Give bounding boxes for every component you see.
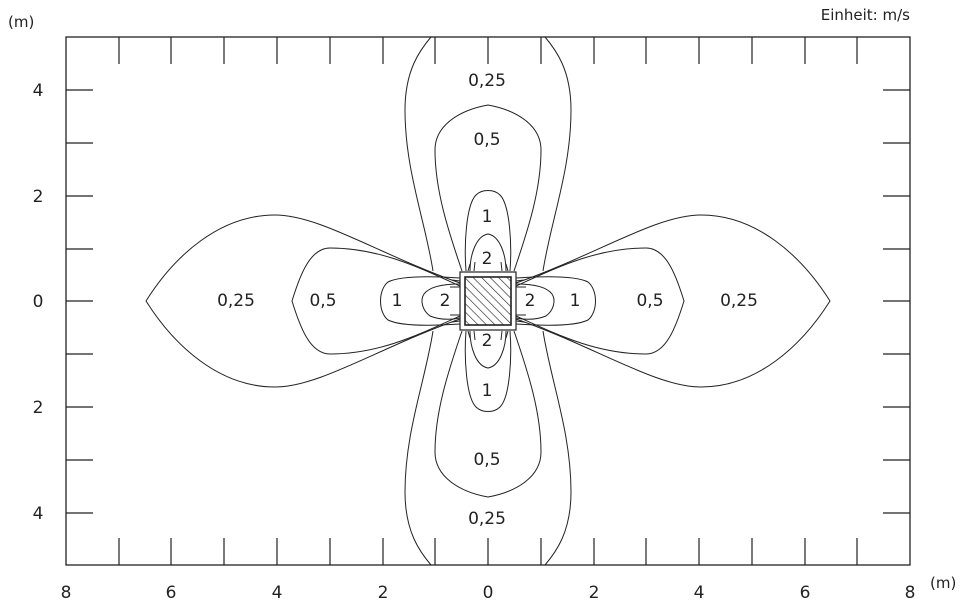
contour-label-right-025: 0,25 xyxy=(720,291,758,311)
tick-marks xyxy=(66,37,910,565)
x-tick-label: 2 xyxy=(378,583,389,603)
y-tick-label: 4 xyxy=(33,504,44,524)
y-tick-label: 4 xyxy=(33,81,44,101)
y-tick-labels: 4 2 0 2 4 xyxy=(33,81,44,524)
contour-label-right-2: 2 xyxy=(525,291,536,311)
y-tick-label: 0 xyxy=(33,292,44,312)
contour-1-top xyxy=(464,190,512,272)
contour-label-bottom-1: 1 xyxy=(482,381,493,401)
x-tick-label: 2 xyxy=(589,583,600,603)
contour-lines xyxy=(145,36,831,566)
contour-label-left-025: 0,25 xyxy=(217,291,255,311)
contour-025-top xyxy=(404,36,572,272)
contour-label-top-1: 1 xyxy=(482,207,493,227)
contour-2-left xyxy=(421,283,461,320)
center-block-outer xyxy=(459,271,517,331)
x-tick-label: 4 xyxy=(694,583,705,603)
contour-label-left-2: 2 xyxy=(440,291,451,311)
contour-label-top-025: 0,25 xyxy=(468,71,506,91)
contour-2-right xyxy=(515,283,555,320)
y-tick-label: 2 xyxy=(33,187,44,207)
x-tick-label: 4 xyxy=(272,583,283,603)
unit-note: Einheit: m/s xyxy=(821,6,910,24)
contour-value-labels: 0,25 0,5 1 2 2 1 0,5 0,25 0,25 0,5 1 2 2… xyxy=(217,71,758,529)
contour-025-bottom xyxy=(404,330,572,566)
x-tick-label: 8 xyxy=(61,583,72,603)
contour-label-top-05: 0,5 xyxy=(473,130,500,150)
x-tick-labels: 8 6 4 2 0 2 4 6 8 xyxy=(61,583,916,603)
contour-2-top xyxy=(469,233,507,272)
contour-1-left xyxy=(380,276,461,326)
x-tick-label: 0 xyxy=(483,583,494,603)
x-tick-label: 6 xyxy=(800,583,811,603)
contour-label-bottom-05: 0,5 xyxy=(473,450,500,470)
contour-1-bottom xyxy=(464,330,512,412)
contour-label-left-1: 1 xyxy=(392,291,403,311)
contour-label-right-05: 0,5 xyxy=(636,291,663,311)
contour-05-top xyxy=(434,104,542,272)
contour-2-bottom xyxy=(469,330,507,369)
x-tick-label: 6 xyxy=(166,583,177,603)
contour-label-bottom-2: 2 xyxy=(482,331,493,351)
contour-1-right xyxy=(515,276,596,326)
contour-025-right xyxy=(515,214,831,388)
y-tick-label: 2 xyxy=(33,398,44,418)
contour-label-bottom-025: 0,25 xyxy=(468,509,506,529)
contour-05-bottom xyxy=(434,330,542,498)
contour-025-left xyxy=(145,214,461,388)
x-tick-label: 8 xyxy=(905,583,916,603)
contour-converge-lines xyxy=(450,261,526,341)
y-axis-unit: (m) xyxy=(8,13,34,31)
contour-05-right xyxy=(515,247,685,355)
contour-label-top-2: 2 xyxy=(482,249,493,269)
center-block-hatched xyxy=(464,276,512,326)
x-axis-unit: (m) xyxy=(930,574,956,592)
contour-label-left-05: 0,5 xyxy=(309,291,336,311)
contour-05-left xyxy=(291,247,461,355)
contour-label-right-1: 1 xyxy=(570,291,581,311)
